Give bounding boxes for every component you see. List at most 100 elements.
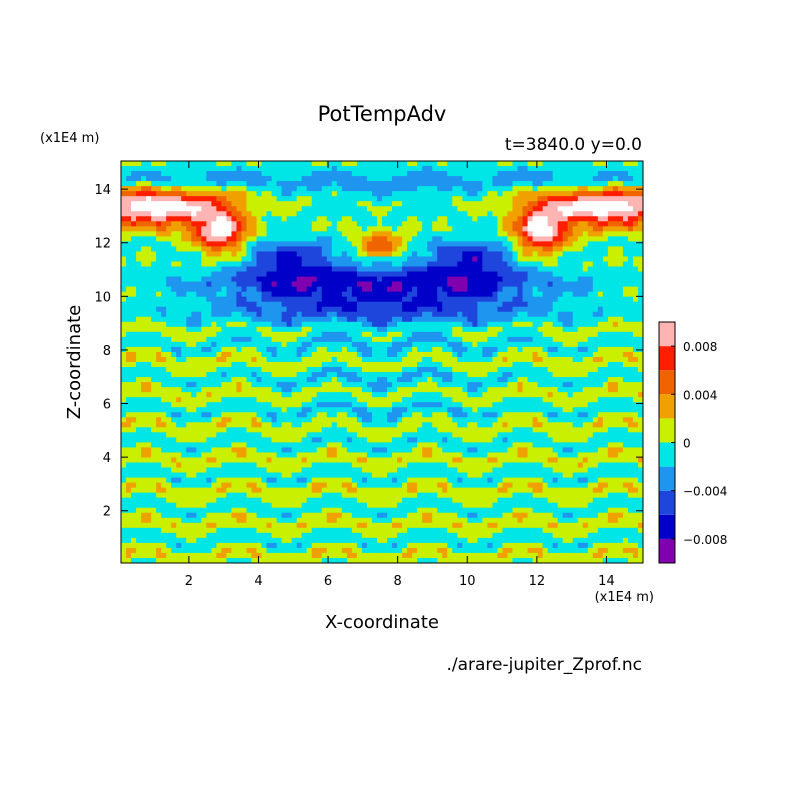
heatmap-cell [632,166,639,172]
heatmap-cell [452,201,458,207]
heatmap-cell [382,176,388,182]
heatmap-cell [442,276,448,283]
heatmap-cell [311,392,318,398]
heatmap-cell [427,181,433,187]
heatmap-cell [181,321,187,328]
heatmap-cell [241,341,248,348]
heatmap-cell [326,387,333,393]
heatmap-cell [572,377,579,383]
heatmap-cell [171,387,177,393]
heatmap-cell [592,281,599,288]
heatmap-cell [437,356,443,363]
heatmap-cell [351,211,358,217]
heatmap-cell [607,306,614,313]
heatmap-cell [131,181,137,187]
heatmap-cell [121,321,127,328]
heatmap-cell [346,266,353,273]
heatmap-cell [517,291,524,298]
heatmap-cell [527,261,534,268]
heatmap-cell [226,196,233,202]
heatmap-cell [567,261,574,268]
heatmap-cell [136,276,142,283]
heatmap-cell [592,236,599,243]
heatmap-cell [582,377,589,383]
heatmap-cell [236,191,243,197]
heatmap-cell [502,311,509,318]
heatmap-cell [281,336,288,343]
heatmap-cell [602,186,609,192]
heatmap-cell [472,161,478,167]
heatmap-cell [562,296,569,303]
heatmap-cell [196,251,202,258]
heatmap-cell [542,331,549,338]
heatmap-cell [251,201,258,207]
heatmap-cell [392,296,398,303]
heatmap-cell [351,362,358,368]
heatmap-cell [376,196,383,202]
heatmap-cell [632,331,639,338]
heatmap-cell [512,377,519,383]
heatmap-cell [542,216,549,222]
heatmap-cell [351,291,358,298]
heatmap-cell [301,377,308,383]
heatmap-cell [547,216,554,222]
heatmap-cell [432,336,438,343]
heatmap-cell [201,226,207,232]
heatmap-cell [567,166,574,172]
heatmap-cell [437,336,443,343]
heatmap-cell [186,392,192,398]
heatmap-cell [131,321,137,328]
heatmap-cell [467,321,473,328]
heatmap-cell [346,367,353,373]
heatmap-cell [376,256,383,263]
heatmap-cell [597,321,604,328]
heatmap-cell [216,382,222,388]
heatmap-cell [587,191,594,197]
heatmap-cell [417,161,423,167]
heatmap-cell [457,336,463,343]
heatmap-cell [592,341,599,348]
heatmap-cell [361,356,368,363]
heatmap-cell [136,236,142,243]
heatmap-cell [587,236,594,243]
heatmap-cell [256,372,263,378]
heatmap-cell [376,266,383,273]
heatmap-cell [226,351,233,358]
heatmap-cell [487,341,494,348]
heatmap-cell [256,387,263,393]
heatmap-cell [507,221,514,227]
heatmap-cell [246,206,253,212]
heatmap-cell [522,356,529,363]
heatmap-cell [121,191,127,197]
heatmap-cell [311,261,318,268]
heatmap-cell [266,392,273,398]
heatmap-cell [256,331,263,338]
heatmap-cell [301,266,308,273]
heatmap-cell [251,221,258,227]
heatmap-cell [366,191,373,197]
heatmap-cell [407,382,413,388]
heatmap-cell [542,296,549,303]
heatmap-cell [432,216,438,222]
heatmap-cell [502,306,509,313]
heatmap-cell [627,266,634,273]
heatmap-cell [301,311,308,318]
heatmap-cell [447,256,453,263]
heatmap-cell [161,286,167,293]
heatmap-cell [592,321,599,328]
heatmap-cell [447,351,453,358]
heatmap-cell [196,362,202,368]
heatmap-cell [637,211,643,217]
heatmap-cell [472,276,478,283]
heatmap-cell [211,351,217,358]
heatmap-cell [577,221,584,227]
heatmap-cell [412,382,418,388]
heatmap-cell [226,191,233,197]
heatmap-cell [487,226,494,232]
heatmap-cell [151,372,157,378]
heatmap-cell [462,166,468,172]
heatmap-cell [221,367,227,373]
heatmap-cell [457,246,463,253]
heatmap-cell [492,382,499,388]
heatmap-cell [412,246,418,253]
